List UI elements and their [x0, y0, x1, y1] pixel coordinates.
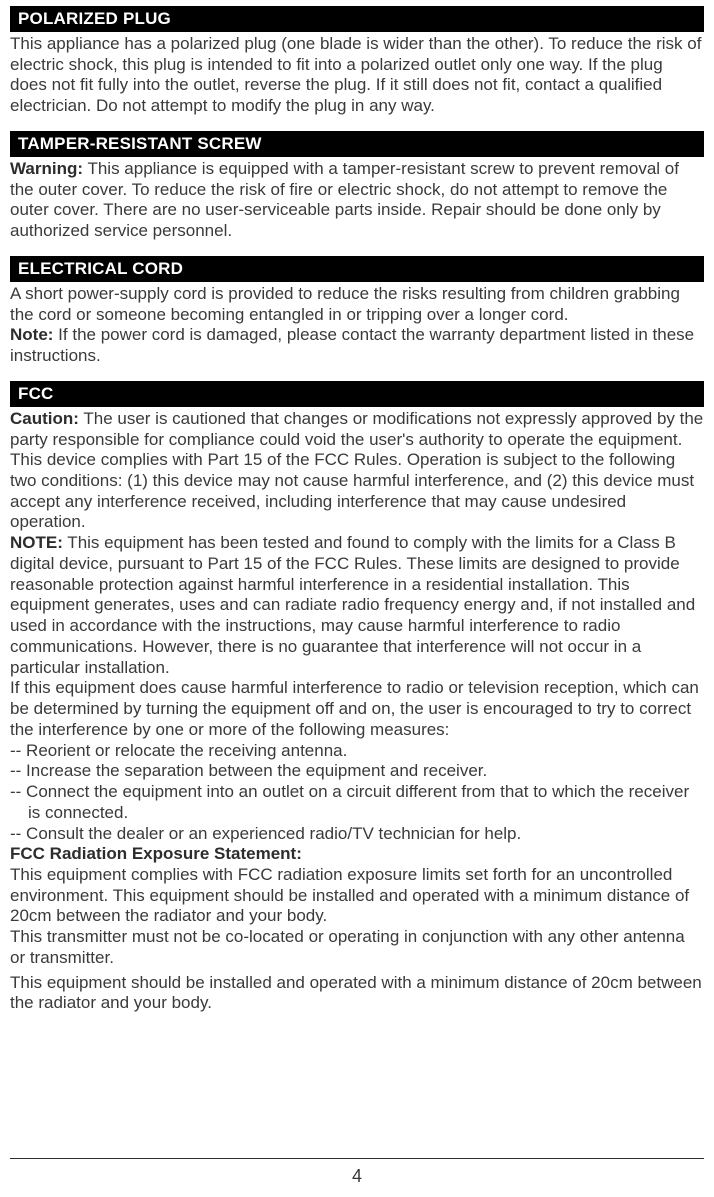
- caution-text: The user is cautioned that changes or mo…: [10, 409, 703, 449]
- caution-label: Caution:: [10, 409, 79, 428]
- fcc-bullet-3: -- Connect the equipment into an outlet …: [10, 782, 704, 823]
- body-tamper-screw: Warning: This appliance is equipped with…: [10, 159, 704, 242]
- fcc-bullet-4: -- Consult the dealer or an experienced …: [10, 824, 704, 845]
- fcc-interference-intro: If this equipment does cause harmful int…: [10, 678, 704, 740]
- warning-label: Warning:: [10, 159, 83, 178]
- cord-text-1: A short power-supply cord is provided to…: [10, 284, 680, 324]
- fcc-note-text: This equipment has been tested and found…: [10, 533, 695, 676]
- fcc-radiation-heading: FCC Radiation Exposure Statement:: [10, 844, 704, 865]
- cord-text-2: If the power cord is damaged, please con…: [10, 325, 694, 365]
- heading-fcc: FCC: [10, 381, 704, 407]
- heading-polarized-plug: POLARIZED PLUG: [10, 6, 704, 32]
- body-fcc: Caution: The user is cautioned that chan…: [10, 409, 704, 1014]
- note-label: Note:: [10, 325, 53, 344]
- manual-page: POLARIZED PLUG This appliance has a pola…: [0, 0, 714, 1197]
- fcc-radiation-p3: This equipment should be installed and o…: [10, 973, 704, 1014]
- fcc-radiation-p2: This transmitter must not be co-located …: [10, 927, 704, 968]
- page-number: 4: [0, 1166, 714, 1187]
- fcc-radiation-p1: This equipment complies with FCC radiati…: [10, 865, 704, 927]
- fcc-note-label: NOTE:: [10, 533, 63, 552]
- heading-tamper-screw: TAMPER-RESISTANT SCREW: [10, 131, 704, 157]
- fcc-part15: This device complies with Part 15 of the…: [10, 450, 704, 533]
- body-electrical-cord: A short power-supply cord is provided to…: [10, 284, 704, 367]
- fcc-bullet-1: -- Reorient or relocate the receiving an…: [10, 741, 704, 762]
- fcc-bullet-2: -- Increase the separation between the e…: [10, 761, 704, 782]
- body-polarized-plug: This appliance has a polarized plug (one…: [10, 34, 704, 117]
- heading-electrical-cord: ELECTRICAL CORD: [10, 256, 704, 282]
- footer-divider: [10, 1158, 704, 1159]
- warning-text: This appliance is equipped with a tamper…: [10, 159, 679, 240]
